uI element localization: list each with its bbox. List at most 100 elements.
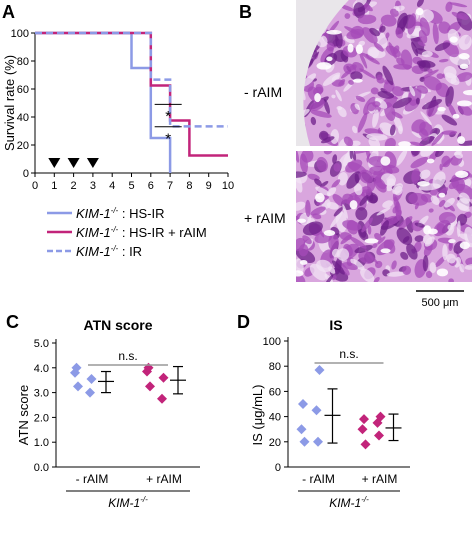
micrograph-label-plus-raim: + rAIM bbox=[244, 210, 286, 226]
tubule bbox=[441, 114, 458, 126]
tubule bbox=[366, 133, 388, 141]
tubule bbox=[315, 186, 331, 196]
tubule bbox=[305, 199, 311, 217]
tubule bbox=[309, 263, 327, 281]
tubule bbox=[343, 35, 355, 44]
significance-star: * bbox=[165, 108, 171, 125]
tubule bbox=[451, 174, 466, 192]
tubule bbox=[350, 140, 361, 146]
atn-score-chart: ATN score ATN score 0.0 1.0 2.0 3.0 4.0 5.0 - … bbox=[16, 317, 200, 510]
tubule bbox=[385, 32, 390, 39]
lumen bbox=[316, 62, 332, 70]
lumen bbox=[299, 260, 308, 265]
lumen bbox=[436, 268, 449, 277]
tubule bbox=[443, 66, 457, 79]
tubule bbox=[422, 255, 429, 272]
tubule bbox=[419, 135, 435, 146]
tubule bbox=[421, 50, 433, 58]
x-tick-label: 6 bbox=[148, 180, 154, 192]
data-point bbox=[145, 381, 155, 392]
lumen bbox=[355, 44, 363, 55]
lumen bbox=[326, 56, 333, 62]
lumen bbox=[353, 78, 363, 83]
tubule bbox=[398, 216, 413, 230]
tubule bbox=[411, 131, 422, 139]
tubule bbox=[360, 268, 375, 282]
lumen bbox=[448, 239, 456, 244]
x-tick-label: 7 bbox=[167, 180, 173, 192]
tubule bbox=[339, 4, 355, 12]
tubule bbox=[442, 244, 448, 261]
tubule bbox=[423, 76, 442, 91]
significance-star: * bbox=[165, 131, 171, 148]
tubule bbox=[446, 253, 456, 264]
tubule bbox=[316, 259, 332, 273]
y-tick-label: 60 bbox=[17, 84, 29, 96]
tubule bbox=[337, 106, 347, 118]
panel-letter-d: D bbox=[237, 312, 250, 332]
y-tick-label: 4.0 bbox=[34, 363, 49, 375]
tubule bbox=[367, 46, 380, 59]
tubule bbox=[432, 171, 446, 189]
tubule bbox=[393, 45, 400, 55]
tubule bbox=[441, 155, 451, 168]
lumen bbox=[438, 192, 446, 198]
tubule bbox=[346, 29, 364, 40]
lumen bbox=[296, 270, 304, 277]
tubule bbox=[310, 110, 332, 118]
data-point bbox=[311, 405, 322, 416]
x-tick-label: 4 bbox=[109, 180, 115, 192]
tubule bbox=[326, 123, 331, 128]
tubule bbox=[360, 186, 372, 198]
tubule bbox=[425, 270, 433, 279]
lumen bbox=[380, 156, 391, 166]
tubule bbox=[424, 236, 435, 247]
tubule bbox=[353, 2, 366, 19]
lumen bbox=[315, 192, 325, 203]
tubule bbox=[380, 220, 389, 236]
tubule bbox=[395, 201, 402, 221]
tubule bbox=[386, 271, 406, 277]
tubule bbox=[333, 163, 341, 172]
tubule bbox=[340, 234, 352, 245]
tubule bbox=[361, 217, 373, 233]
tubule bbox=[408, 192, 429, 206]
y-tick-label: 20 bbox=[269, 437, 281, 449]
tubule bbox=[325, 274, 334, 282]
tubule bbox=[296, 151, 300, 163]
tubule bbox=[438, 21, 451, 34]
tubule bbox=[362, 27, 378, 44]
data-point bbox=[299, 436, 310, 447]
tubule bbox=[382, 65, 394, 86]
tubule bbox=[354, 103, 361, 111]
tubule bbox=[447, 224, 454, 231]
series-lines bbox=[35, 31, 228, 173]
tubule bbox=[369, 165, 386, 176]
lumen bbox=[427, 228, 438, 235]
data-point bbox=[86, 373, 97, 384]
tubule bbox=[445, 1, 453, 12]
data-point bbox=[85, 387, 95, 398]
genotype-label: KIM-1-/- bbox=[108, 495, 148, 510]
lumen bbox=[347, 43, 354, 53]
treatment-triangle bbox=[67, 158, 80, 168]
tubule bbox=[296, 171, 307, 178]
lumen bbox=[459, 63, 469, 69]
panel-letter-c: C bbox=[6, 312, 19, 332]
tubule bbox=[302, 221, 323, 236]
data-point bbox=[296, 424, 307, 435]
x-tick-label: 9 bbox=[206, 180, 212, 192]
tubule bbox=[331, 179, 341, 189]
tubule bbox=[376, 207, 391, 216]
tubule bbox=[359, 68, 376, 79]
tubule bbox=[422, 99, 443, 110]
tubule bbox=[349, 151, 354, 160]
tubule bbox=[409, 85, 416, 97]
data-point bbox=[357, 424, 368, 435]
tubule bbox=[458, 34, 472, 51]
tubule bbox=[415, 97, 420, 105]
tubule bbox=[345, 159, 363, 173]
tubule bbox=[314, 178, 322, 186]
tubule bbox=[364, 249, 379, 265]
